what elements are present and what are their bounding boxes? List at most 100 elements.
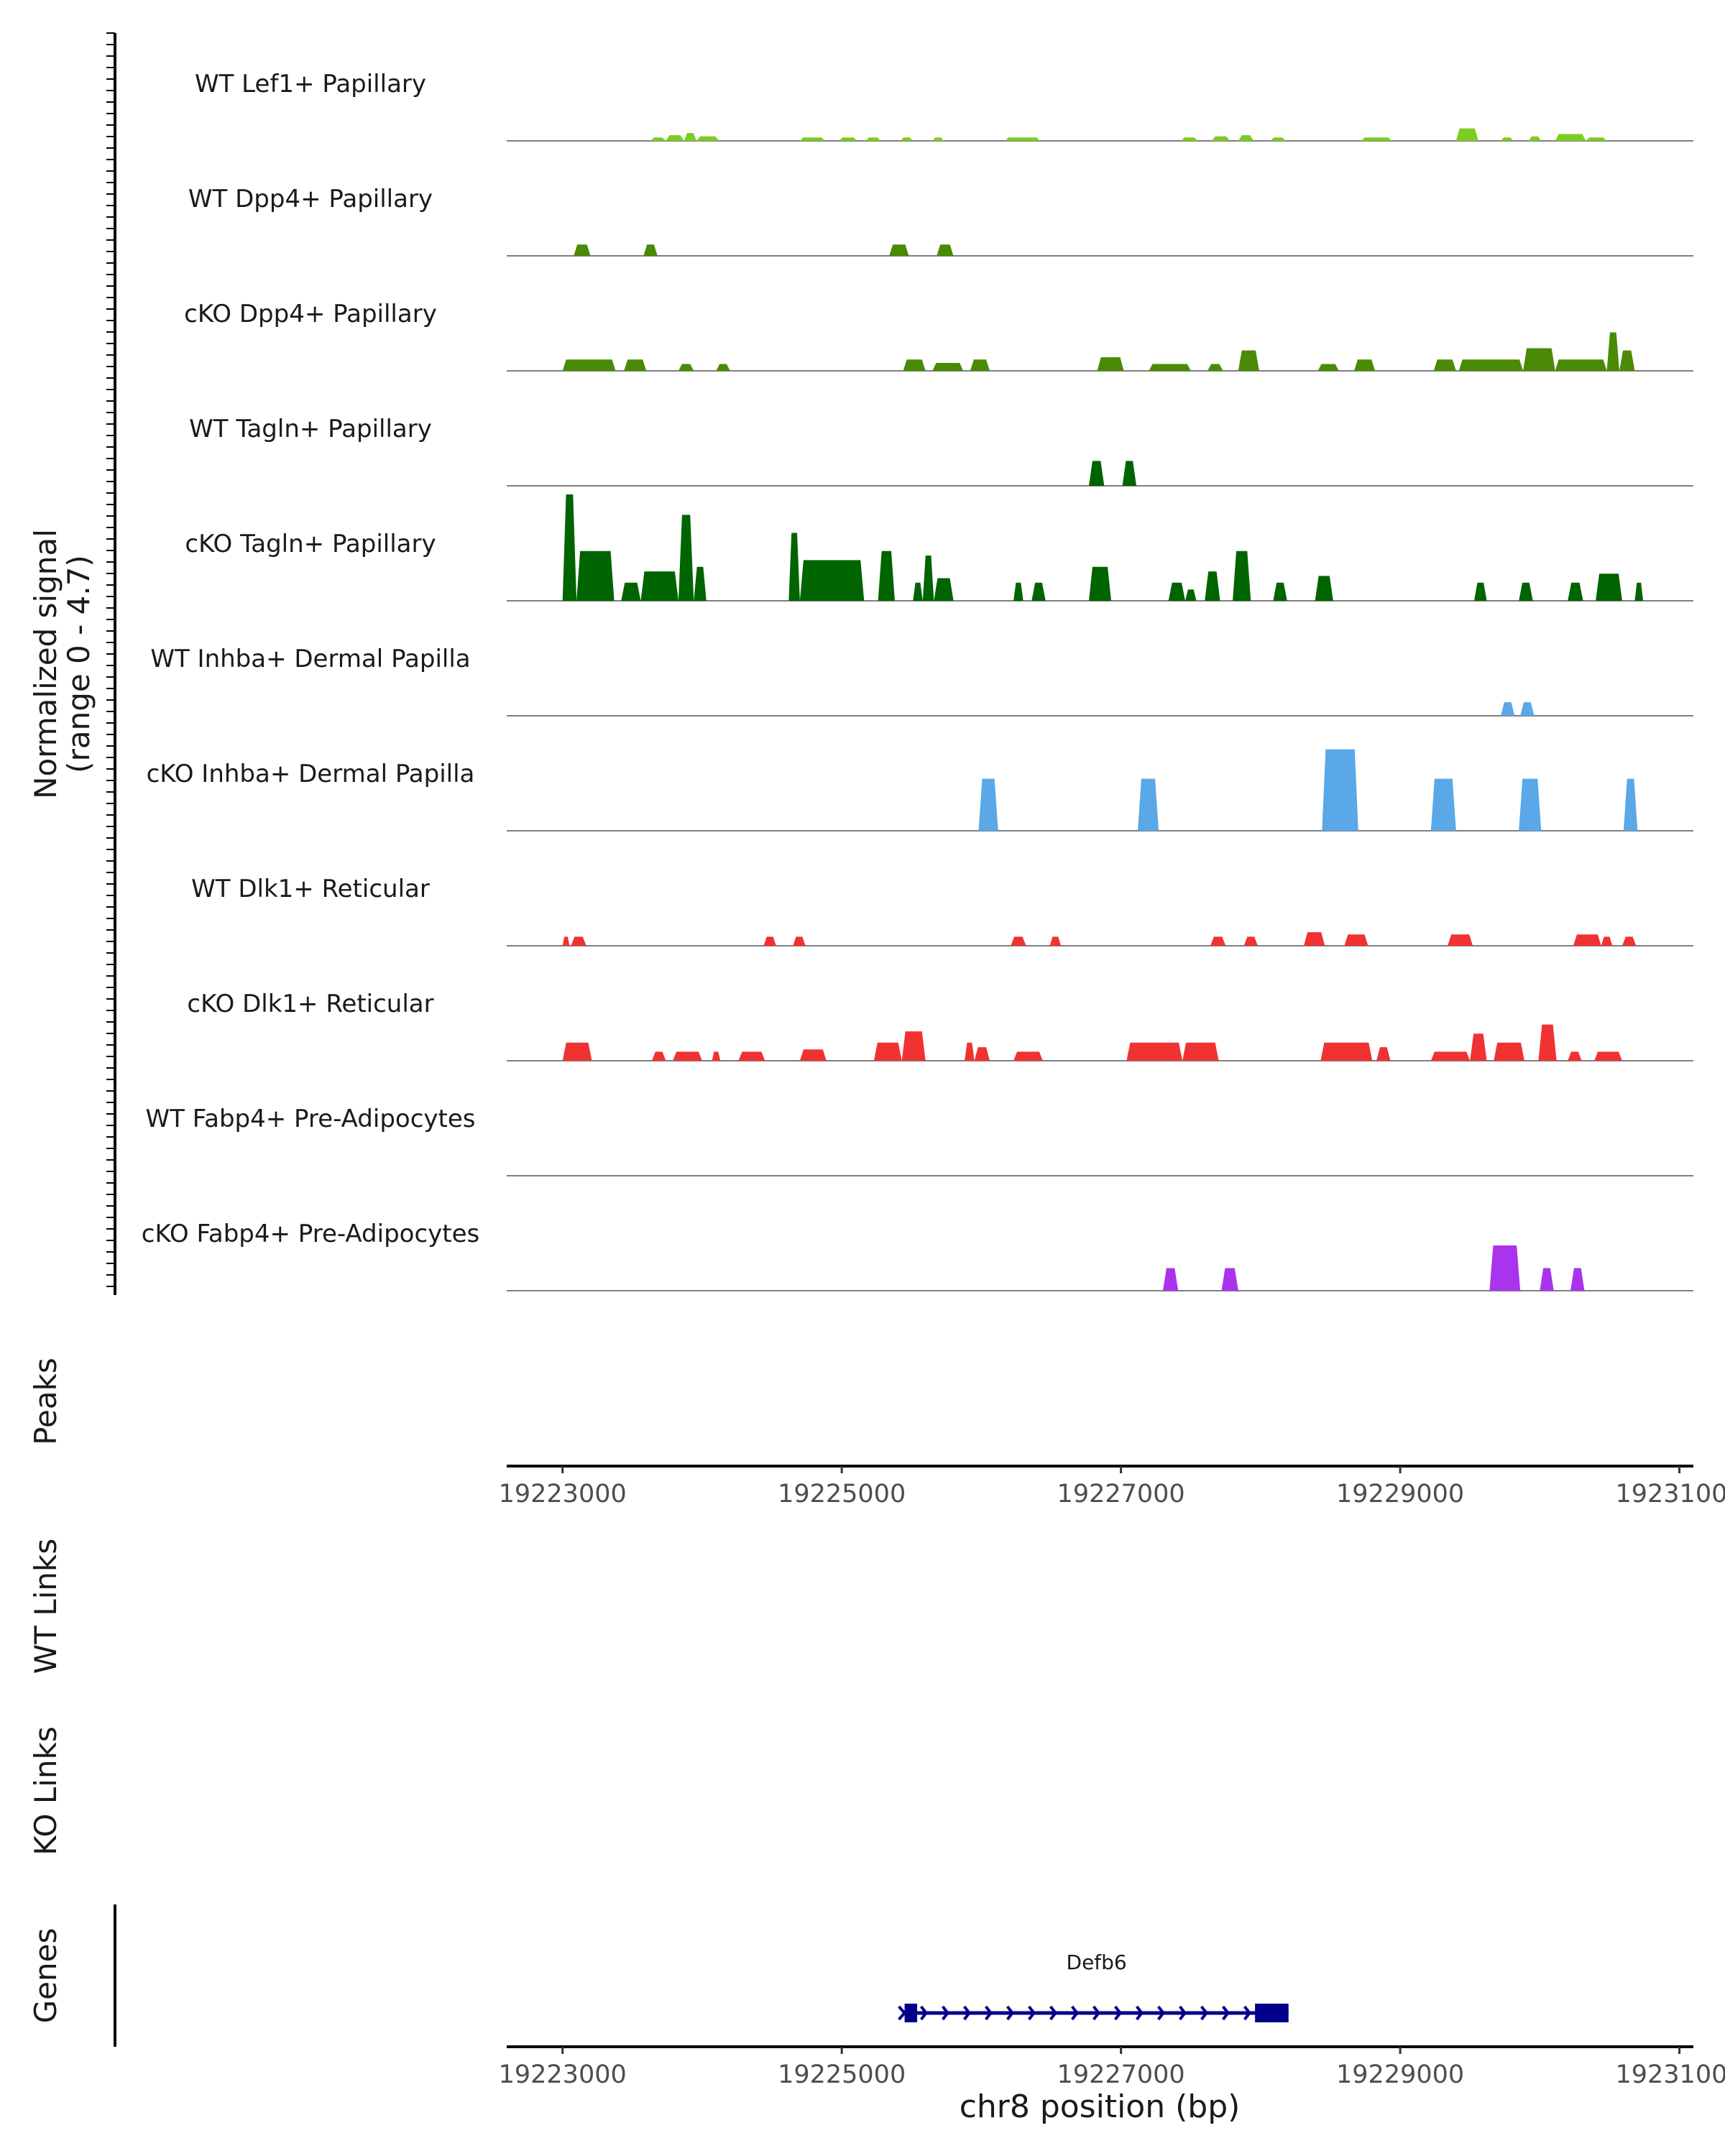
coverage-peak bbox=[965, 1042, 975, 1061]
coverage-peak bbox=[1523, 348, 1555, 371]
coverage-peak bbox=[1594, 1051, 1622, 1061]
coverage-peak bbox=[1601, 936, 1613, 946]
signal-axis-title: Normalized signal bbox=[28, 529, 63, 799]
strand-arrow bbox=[1221, 2005, 1230, 2021]
coverage-peak bbox=[576, 550, 615, 601]
coverage-peak bbox=[1162, 1268, 1179, 1291]
strand-arrow bbox=[898, 2005, 907, 2021]
coverage-peak bbox=[970, 359, 990, 371]
coverage-peak bbox=[922, 556, 934, 601]
coverage-peak bbox=[1097, 357, 1124, 371]
coverage-peak bbox=[1149, 364, 1191, 371]
gene-exon bbox=[1255, 2004, 1289, 2022]
coverage-peak bbox=[1622, 936, 1637, 946]
strand-arrow bbox=[1113, 2005, 1123, 2021]
coverage-peak bbox=[678, 515, 694, 601]
strand-arrow bbox=[962, 2005, 972, 2021]
coverage-peak bbox=[1448, 934, 1473, 946]
coverage-peak bbox=[1520, 702, 1535, 716]
track-label: cKO Tagln+ Papillary bbox=[185, 530, 436, 558]
coverage-peak bbox=[799, 560, 865, 601]
x-tick-label: 19227000 bbox=[1057, 2060, 1185, 2089]
coverage-peak bbox=[1573, 934, 1601, 946]
coverage-peak bbox=[1304, 932, 1325, 946]
track-2: cKO Dpp4+ Papillary bbox=[184, 300, 1693, 372]
x-tick-label: 19231000 bbox=[1615, 2060, 1725, 2089]
strand-arrow bbox=[1070, 2005, 1080, 2021]
coverage-peak bbox=[1238, 135, 1254, 141]
coverage-peak bbox=[712, 1051, 721, 1061]
coverage-peak bbox=[788, 533, 800, 601]
track-label: cKO Fabp4+ Pre-Adipocytes bbox=[142, 1220, 480, 1248]
coverage-peak bbox=[1088, 461, 1105, 486]
coverage-peak bbox=[696, 136, 719, 141]
coverage-peak bbox=[1205, 571, 1220, 601]
coverage-peak bbox=[738, 1051, 765, 1061]
coverage-peak bbox=[1243, 936, 1258, 946]
coverage-peak bbox=[1519, 778, 1542, 831]
gene-exon bbox=[904, 2004, 918, 2022]
coverage-peak bbox=[1013, 582, 1024, 601]
x-tick-label: 19231000 bbox=[1615, 1480, 1725, 1508]
strand-arrow bbox=[941, 2005, 950, 2021]
coverage-peak bbox=[1596, 573, 1622, 601]
wt-links-label: WT Links bbox=[28, 1539, 63, 1674]
coverage-peak bbox=[1031, 582, 1046, 601]
coverage-peak bbox=[1344, 934, 1368, 946]
coverage-peak bbox=[1500, 702, 1515, 716]
coverage-peak bbox=[901, 1031, 926, 1061]
genes-x-axis: 19223000 19225000 19227000 19229000 19231000 bbox=[499, 2047, 1725, 2089]
coverage-peak bbox=[865, 137, 881, 141]
track-0: WT Lef1+ Papillary bbox=[195, 70, 1693, 142]
coverage-peak bbox=[799, 1049, 827, 1061]
strand-arrow bbox=[1156, 2005, 1166, 2021]
coverage-peak bbox=[1211, 136, 1230, 141]
coverage-peak bbox=[793, 936, 806, 946]
coverage-peak bbox=[678, 364, 694, 371]
x-tick-label: 19227000 bbox=[1057, 1480, 1185, 1508]
coverage-peak bbox=[652, 1051, 666, 1061]
coverage-peak bbox=[1221, 1268, 1238, 1291]
coverage-peak bbox=[1568, 582, 1583, 601]
coverage-peak bbox=[1210, 936, 1226, 946]
track-6: cKO Inhba+ Dermal Papilla bbox=[147, 749, 1693, 831]
coverage-peak bbox=[1011, 936, 1026, 946]
x-tick-label: 19223000 bbox=[499, 1480, 627, 1508]
coverage-peak bbox=[574, 244, 591, 256]
coverage-peak bbox=[640, 571, 678, 601]
coverage-peak bbox=[1208, 364, 1223, 371]
coverage-peak bbox=[932, 362, 964, 371]
coverage-peak bbox=[937, 244, 954, 256]
coverage-peak bbox=[1238, 350, 1259, 371]
coverage-peak bbox=[1126, 1042, 1183, 1061]
strand-arrow bbox=[1200, 2005, 1209, 2021]
coverage-peak bbox=[1233, 550, 1251, 601]
track-label: WT Dpp4+ Papillary bbox=[188, 185, 433, 213]
coverage-peak bbox=[1376, 1047, 1391, 1061]
coverage-peak bbox=[1320, 1042, 1373, 1061]
track-label: WT Inhba+ Dermal Papilla bbox=[150, 645, 470, 673]
coverage-peak bbox=[1474, 582, 1487, 601]
coverage-peak bbox=[1168, 582, 1185, 601]
coverage-peak bbox=[1430, 1051, 1471, 1061]
coverage-peak bbox=[666, 135, 684, 141]
coverage-peak bbox=[1122, 461, 1137, 486]
coverage-peak bbox=[1540, 1268, 1554, 1291]
coverage-peak bbox=[1270, 137, 1286, 141]
track-label: WT Tagln+ Papillary bbox=[189, 415, 432, 443]
coverage-peak bbox=[1315, 576, 1333, 601]
coverage-peak bbox=[1455, 128, 1478, 141]
coverage-peak bbox=[1500, 137, 1514, 141]
coverage-peak bbox=[1489, 1245, 1521, 1291]
coverage-peak bbox=[562, 494, 577, 601]
track-5: WT Inhba+ Dermal Papilla bbox=[150, 645, 1693, 717]
coverage-peak bbox=[1354, 359, 1376, 371]
coverage-peak bbox=[763, 936, 776, 946]
coverage-peak bbox=[1519, 582, 1533, 601]
coverage-peak bbox=[1049, 936, 1062, 946]
signal-axis-range: (range 0 - 4.7) bbox=[61, 555, 96, 773]
coverage-peak bbox=[1182, 1042, 1219, 1061]
coverage-peak bbox=[913, 582, 923, 601]
x-tick-label: 19223000 bbox=[499, 2060, 627, 2089]
